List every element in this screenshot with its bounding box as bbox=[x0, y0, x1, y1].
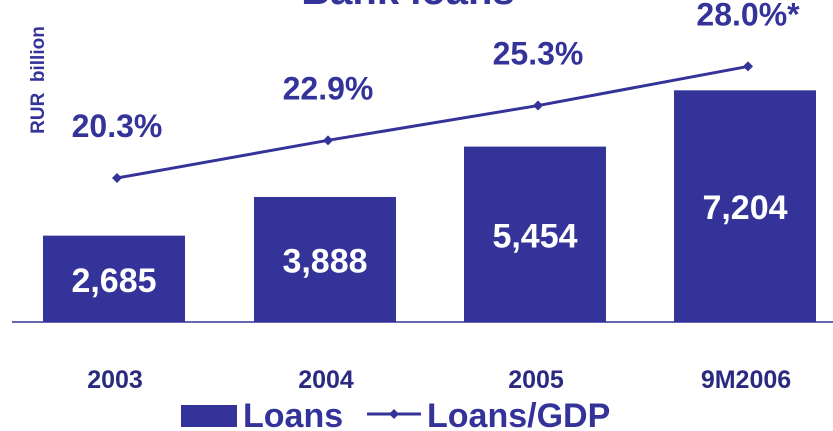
category-label-9M2006: 9M2006 bbox=[701, 366, 791, 394]
loans-gdp-label-2004: 22.9% bbox=[283, 70, 374, 106]
legend-label-loans: Loans bbox=[243, 397, 343, 431]
bar-2003 bbox=[43, 235, 185, 322]
loans-gdp-label-2005: 25.3% bbox=[493, 36, 584, 72]
ratio-labels-group: 20.3% 22.9% 25.3% 28.0%* bbox=[72, 0, 801, 144]
y-axis-label: RUR billion bbox=[28, 26, 49, 134]
loans-gdp-marker-9M2006 bbox=[743, 61, 753, 72]
loans-gdp-label-9M2006: 28.0%* bbox=[696, 0, 800, 32]
category-label-2003: 2003 bbox=[87, 366, 143, 394]
loans-gdp-marker-2005 bbox=[533, 100, 543, 111]
bar-2004 bbox=[254, 196, 396, 322]
legend-label-loans-gdp: Loans/GDP bbox=[427, 397, 610, 431]
bar-value-label-9M2006: 7,204 bbox=[702, 189, 787, 227]
bar-value-label-2004: 3,888 bbox=[282, 242, 367, 280]
ratio-line-group bbox=[112, 61, 753, 183]
bars-group bbox=[43, 90, 816, 322]
loans-gdp-marker-2003 bbox=[112, 173, 122, 183]
category-labels-group: 2003 2004 2005 9M2006 bbox=[87, 366, 791, 394]
legend-line-marker bbox=[389, 409, 399, 419]
loans-gdp-line bbox=[116, 64, 749, 180]
bar-2005 bbox=[464, 146, 606, 322]
legend-swatch-loans bbox=[181, 405, 237, 427]
category-label-2004: 2004 bbox=[298, 366, 354, 394]
loans-gdp-marker-2004 bbox=[323, 135, 333, 146]
bar-value-label-2005: 5,454 bbox=[492, 217, 577, 255]
bar-9M2006 bbox=[674, 90, 816, 322]
loans-gdp-label-2003: 20.3% bbox=[72, 108, 163, 144]
bar-value-label-2003: 2,685 bbox=[71, 262, 156, 300]
chart-title: Bank loans bbox=[301, 0, 514, 13]
category-label-2005: 2005 bbox=[508, 366, 564, 394]
bar-labels-group: 2,685 3,888 5,454 7,204 bbox=[71, 189, 787, 300]
legend: Loans Loans/GDP bbox=[181, 397, 610, 431]
